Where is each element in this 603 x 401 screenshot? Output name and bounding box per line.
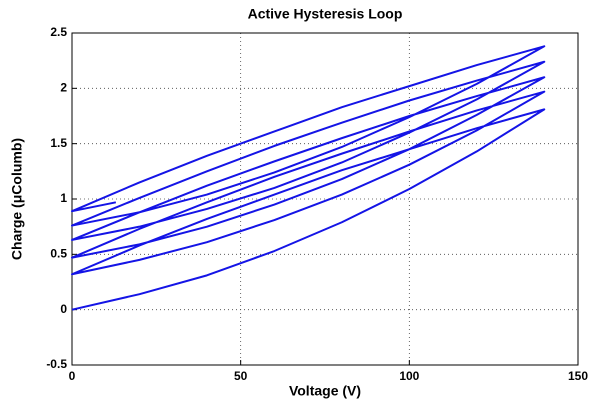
y-tick-label: 2 [60, 81, 67, 95]
y-tick-label: 0.5 [50, 247, 67, 261]
y-tick-label: 1.5 [50, 136, 67, 150]
y-tick-label: 1 [60, 191, 67, 205]
y-axis-label: Charge (μColumb) [9, 138, 25, 260]
data-line [71, 45, 546, 311]
y-tick-label: 0 [60, 302, 67, 316]
plot-frame [71, 32, 579, 366]
x-tick-label: 0 [69, 369, 76, 383]
x-tick-label: 150 [568, 369, 588, 383]
x-axis-label: Voltage (V) [289, 383, 361, 399]
y-tick-label: 2.5 [50, 25, 67, 39]
y-tick-label: -0.5 [46, 357, 67, 371]
chart-title: Active Hysteresis Loop [248, 6, 403, 22]
x-tick-label: 100 [399, 369, 419, 383]
x-tick-label: 50 [234, 369, 248, 383]
